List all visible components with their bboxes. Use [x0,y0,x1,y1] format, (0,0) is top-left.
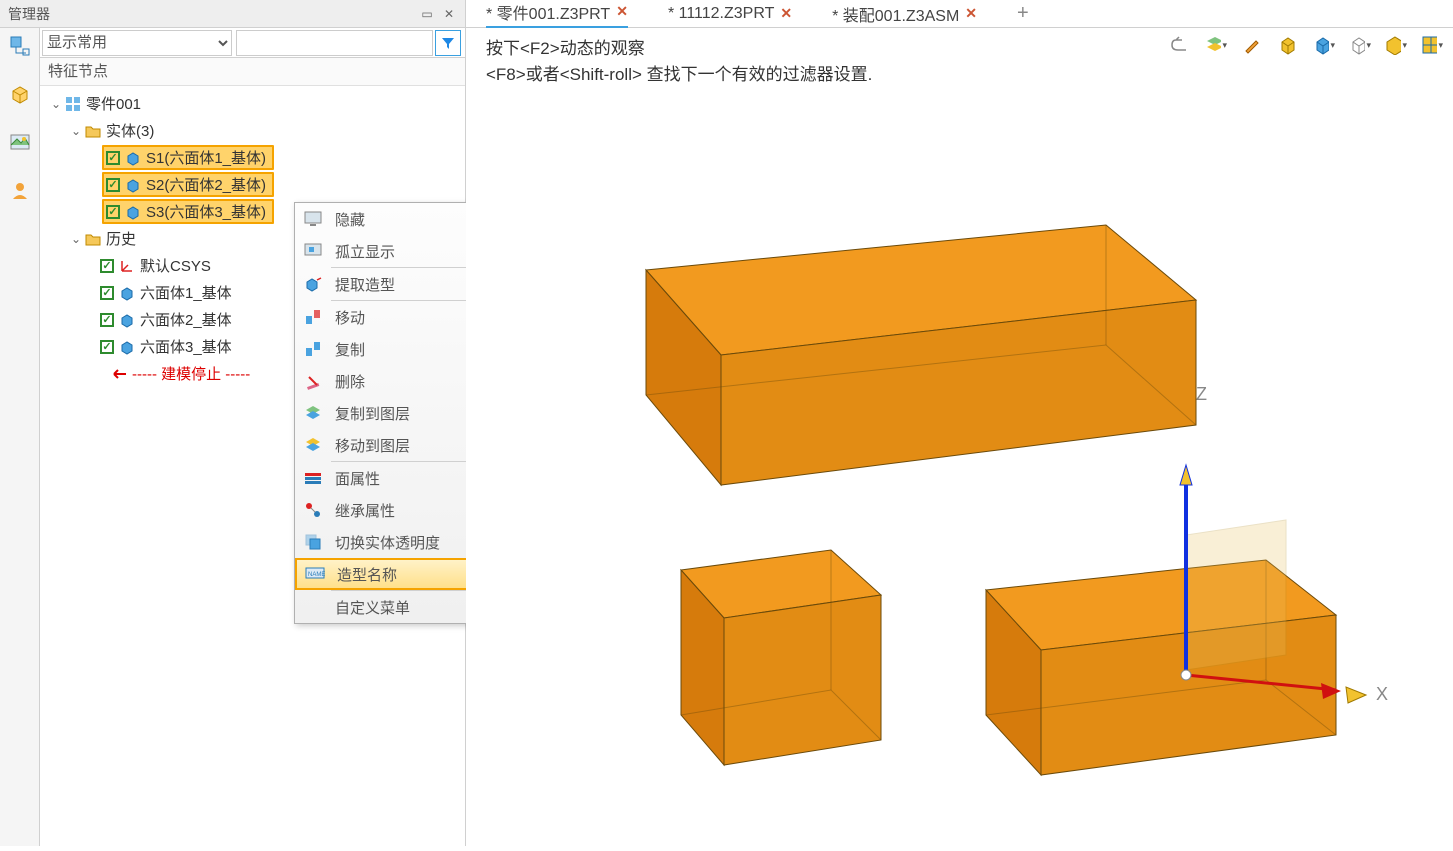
part-icon [64,95,82,113]
isolate-icon [303,241,323,261]
expand-icon[interactable]: ⌄ [68,124,84,138]
delete-icon [303,371,323,391]
folder-icon [84,230,102,248]
section-label: 特征节点 [40,58,465,86]
hint-line1: 按下<F2>动态的观察 [486,36,872,62]
view-toolbar: ▾ ▾ ▾ ▾ ▾ [1169,34,1443,56]
sidebar-icon-user[interactable] [8,178,32,202]
transparency-icon [303,532,323,552]
tree-h3-label: 六面体3_基体 [140,336,232,357]
tree-root[interactable]: ⌄ 零件001 [40,90,465,117]
manager-sidebar [0,28,40,846]
checkbox-icon[interactable] [106,151,120,165]
solid-icon [124,176,142,194]
extract-icon [303,274,323,294]
tree-history-label: 历史 [106,228,136,249]
datum-plane [1186,520,1286,670]
sidebar-icon-tree[interactable] [8,34,32,58]
inherit-icon [303,500,323,520]
filter-funnel-icon[interactable] [435,30,461,56]
tree-solids-folder[interactable]: ⌄ 实体(3) [40,117,465,144]
tab-add-icon[interactable]: + [1017,2,1029,25]
shaded-cube-icon[interactable] [1277,34,1299,56]
expand-icon[interactable]: ⌄ [68,232,84,246]
tab-assembly001[interactable]: * 装配001.Z3ASM✕ [832,2,977,26]
folder-icon [84,122,102,140]
checkbox-icon[interactable] [106,178,120,192]
filter-dropdown[interactable]: 显示常用 [42,30,232,56]
move-icon [303,307,323,327]
axis-x-label: X [1376,684,1388,704]
tree-s2-label: S2(六面体2_基体) [146,174,266,195]
checkbox-icon[interactable] [100,259,114,273]
tab-close-icon[interactable]: ✕ [780,5,792,22]
tab-11112[interactable]: * 11112.Z3PRT✕ [668,5,792,23]
wire-cube-icon[interactable]: ▾ [1349,34,1371,56]
panel-header: 管理器 ▭ ✕ [0,0,465,28]
layers-icon[interactable]: ▾ [1205,34,1227,56]
panel-title: 管理器 [8,4,50,24]
checkbox-icon[interactable] [100,313,114,327]
expand-icon[interactable]: ⌄ [48,97,64,111]
search-input[interactable] [236,30,433,56]
tree-s1-label: S1(六面体1_基体) [146,147,266,168]
grid-icon[interactable]: ▾ [1421,34,1443,56]
tree-item-s2[interactable]: S2(六面体2_基体) [40,171,465,198]
checkbox-icon[interactable] [100,286,114,300]
layers-icon [303,435,323,455]
main-area: * 零件001.Z3PRT✕ * 11112.Z3PRT✕ * 装配001.Z3… [466,0,1453,846]
box-icon [118,284,136,302]
filter-row: 显示常用 [40,28,465,58]
tree-h1-label: 六面体1_基体 [140,282,232,303]
tree-stop-label: ----- 建模停止 ----- [132,363,250,384]
tree-s3-label: S3(六面体3_基体) [146,201,266,222]
blue-cube-icon[interactable]: ▾ [1313,34,1335,56]
solid-icon [124,149,142,167]
tab-part001[interactable]: * 零件001.Z3PRT✕ [486,0,628,28]
tree-item-s1[interactable]: S1(六面体1_基体) [40,144,465,171]
monitor-icon [303,209,323,229]
tab-close-icon[interactable]: ✕ [616,3,628,20]
hex-icon[interactable]: ▾ [1385,34,1407,56]
box-icon [118,338,136,356]
tree-h2-label: 六面体2_基体 [140,309,232,330]
document-tabs: * 零件001.Z3PRT✕ * 11112.Z3PRT✕ * 装配001.Z3… [466,0,1453,28]
copy-icon [303,339,323,359]
undo-icon[interactable] [1169,34,1191,56]
tree-solids-label: 实体(3) [106,120,154,141]
svg-text:NAME: NAME [308,572,325,578]
solid-icon [124,203,142,221]
checkbox-icon[interactable] [100,340,114,354]
tree-csys-label: 默认CSYS [140,255,211,276]
sidebar-icon-box[interactable] [8,82,32,106]
tab-close-icon[interactable]: ✕ [965,5,977,22]
panel-close-icon[interactable]: ✕ [441,6,457,22]
panel-minimize-icon[interactable]: ▭ [419,6,435,22]
sidebar-icon-image[interactable] [8,130,32,154]
csys-icon [118,257,136,275]
pencil-icon[interactable] [1241,34,1263,56]
solid-s2[interactable] [681,550,881,765]
axis-z-label: Z [1196,384,1207,404]
solid-s1[interactable] [646,225,1196,485]
name-tag-icon: NAME [305,564,325,584]
box-icon [118,311,136,329]
viewport-3d[interactable]: Z X [466,70,1453,846]
checkbox-icon[interactable] [106,205,120,219]
face-attr-icon [303,468,323,488]
layers-icon [303,403,323,423]
tree-root-label: 零件001 [86,93,141,114]
